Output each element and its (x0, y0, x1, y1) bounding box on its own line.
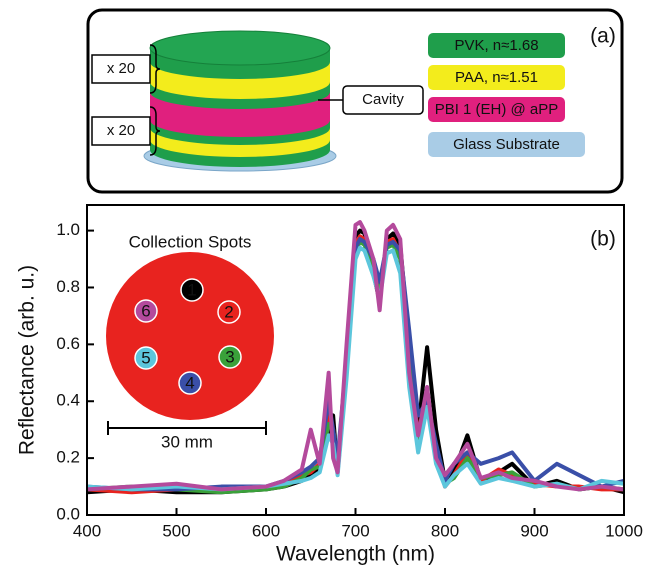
x-axis-title: Wavelength (nm) (276, 543, 435, 566)
spot-label: 6 (141, 301, 150, 320)
spot-label: 5 (141, 348, 150, 367)
legend-label: Glass Substrate (453, 136, 560, 153)
plot-frame (86, 204, 625, 516)
scale-label: 30 mm (161, 432, 213, 451)
legend-label: PAA, n≈1.51 (455, 69, 538, 86)
y-tick-label: 0.4 (56, 391, 80, 410)
y-tick-label: 0.6 (56, 334, 80, 353)
legend-label: PVK, n≈1.68 (454, 37, 538, 54)
x-tick-label: 800 (431, 521, 459, 540)
y-tick-label: 0.2 (56, 448, 80, 467)
spot-label: 3 (225, 347, 234, 366)
legend-swatch (428, 97, 565, 122)
spot (178, 371, 202, 395)
spot (217, 300, 241, 324)
legend-swatch (428, 33, 565, 58)
x-tick-label: 900 (520, 521, 548, 540)
spot (134, 346, 158, 370)
spot-label: 4 (185, 373, 194, 392)
stack-box (91, 54, 151, 84)
y-tick-label: 1.0 (56, 220, 80, 239)
cavity-box (342, 85, 424, 115)
panel-label: (a) (590, 25, 616, 48)
spot (134, 299, 158, 323)
y-axis-title: Reflectance (arb. u.) (16, 265, 39, 455)
legend-label: PBI 1 (EH) @ aPP (435, 101, 559, 118)
spot-label: 1 (187, 280, 196, 299)
sample-disk (106, 252, 274, 420)
x-tick-label: 400 (73, 521, 101, 540)
layer-top (149, 30, 331, 66)
stack-label: x 20 (107, 60, 135, 77)
x-tick-label: 500 (162, 521, 190, 540)
y-tick-label: 0.8 (56, 277, 80, 296)
cavity-label: Cavity (362, 91, 404, 108)
stack-label: x 20 (107, 122, 135, 139)
legend-swatch (428, 65, 565, 90)
x-tick-label: 700 (341, 521, 369, 540)
stack-box (91, 116, 151, 146)
legend-swatch (428, 132, 585, 157)
scale-bar (107, 421, 267, 435)
panel-label: (b) (590, 228, 616, 251)
brace (149, 106, 161, 156)
x-tick-label: 600 (252, 521, 280, 540)
y-tick-label: 0.0 (56, 504, 80, 523)
spot (218, 345, 242, 369)
spot (180, 278, 204, 302)
brace (149, 44, 161, 94)
spot-label: 2 (224, 302, 233, 321)
spectrum-line (86, 220, 625, 492)
inset-title: Collection Spots (129, 232, 252, 251)
x-tick-label: 1000 (605, 521, 643, 540)
